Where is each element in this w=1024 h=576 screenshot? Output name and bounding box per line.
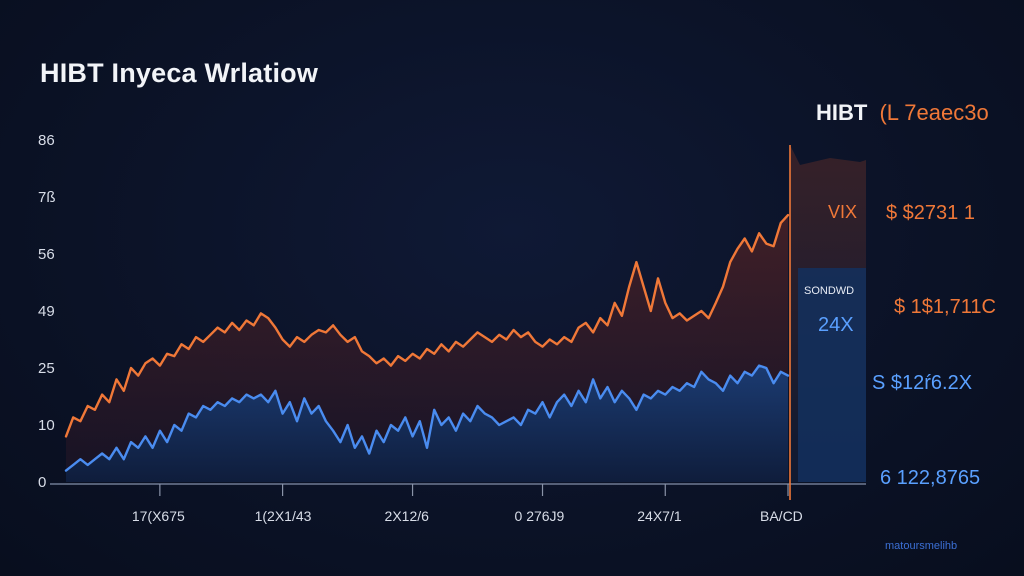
annotation-label: SONDWD [804,285,854,297]
x-tick-label: 2X12/6 [385,508,430,524]
annotation-label: 6 122,8765 [880,467,980,489]
y-tick-label: 49 [38,303,55,320]
y-tick-label: 10 [38,417,55,434]
projection-panel-blue [798,268,866,482]
y-tick-label: 25 [38,360,55,377]
x-tick-label: BA/CD [760,508,803,524]
series-line-orange [64,213,790,438]
annotation-label: 24X [818,314,854,336]
x-tick-label: 0 276J9 [515,508,565,524]
annotation-label: VIX [828,202,857,222]
right-header-sub: (L 7eaec3o [879,100,989,125]
y-tick-label: 0 [38,474,46,491]
annotation-label: S $12ŕ6.2X [872,372,972,394]
y-tick-label: 86 [38,132,55,149]
y-tick-label: 7ß [38,189,56,206]
y-tick-label: 56 [38,246,55,263]
annotation-label: $ 1$1,711C [894,296,996,318]
series-line-blue [64,364,790,472]
annotation-label: $ $2731 1 [886,202,975,224]
x-tick-label: 24X7/1 [637,508,682,524]
footer-note: matoursmelihb [885,540,958,552]
chart-title: HIBT Inyeca Wrlatiow [40,58,319,88]
x-tick-label: 17(X675 [132,508,185,524]
right-header: HIBT (L 7eaec3o [816,100,989,126]
right-header-ticker: HIBT [816,100,868,125]
x-tick-label: 1(2X1/43 [255,508,312,524]
